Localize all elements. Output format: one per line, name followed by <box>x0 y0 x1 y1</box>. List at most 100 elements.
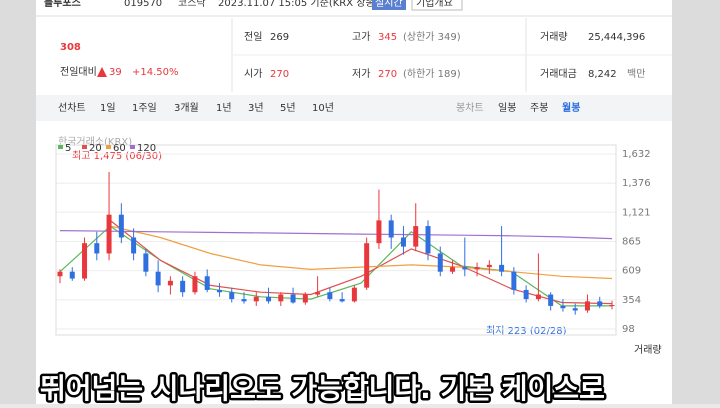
candle-body <box>143 253 149 272</box>
stock-name: 블루포스 <box>44 0 81 9</box>
tab[interactable]: 주봉 <box>530 102 548 114</box>
tab[interactable]: 봉차트 <box>456 102 484 114</box>
candle-body <box>499 264 505 272</box>
tab[interactable]: 월봉 <box>562 102 580 114</box>
candle-body <box>118 214 124 238</box>
candle-body <box>548 294 554 306</box>
candle-body <box>315 292 321 295</box>
candle-body <box>572 308 578 311</box>
volume-label: 거래량 <box>634 344 662 356</box>
stat-label: 고가 <box>352 31 370 43</box>
tab[interactable]: 1일 <box>100 102 116 114</box>
button[interactable] <box>372 0 406 10</box>
legend-label: 20 <box>89 143 102 154</box>
stat-label: 전일 <box>244 31 262 43</box>
candle-body <box>180 280 186 293</box>
candle-body <box>57 271 63 277</box>
tab[interactable]: 10년 <box>312 102 334 114</box>
tab[interactable]: 5년 <box>280 102 296 114</box>
candle-body <box>535 294 541 300</box>
candle-body <box>69 271 75 279</box>
stat-value: 345 <box>378 32 397 43</box>
stat-label: 저가 <box>352 68 370 80</box>
timestamp: 2023.11.07 15:05 기준(KRX 장종) <box>218 0 379 9</box>
tab[interactable]: 3개월 <box>174 102 199 114</box>
stat-value: 270 <box>270 69 289 80</box>
subtitle: 뛰어넘는 시나리오도 가능합니다. 기본 케이스로 <box>40 372 605 404</box>
y-tick-label: 609 <box>622 266 641 277</box>
y-tick-label: 1,376 <box>622 178 651 189</box>
ma-line <box>59 230 613 240</box>
candle-body <box>462 267 468 270</box>
candle-body <box>609 305 615 307</box>
candle-body <box>229 292 235 300</box>
candle-body <box>376 220 382 244</box>
annotation: 최고 1,475 (06/30) <box>72 150 162 162</box>
tab[interactable]: 1주일 <box>132 102 157 114</box>
candle-body <box>253 296 259 302</box>
candle-body <box>584 301 590 311</box>
candle-body <box>266 296 272 302</box>
candle-body <box>192 276 198 293</box>
candle-body <box>302 294 308 303</box>
price: 308 <box>60 42 81 53</box>
candle-body <box>155 271 161 286</box>
y-tick-label: 865 <box>622 236 641 247</box>
candle-body <box>204 276 210 290</box>
candle-body <box>511 271 517 290</box>
stat-value: 25,444,396 <box>588 32 645 43</box>
tab[interactable]: 선차트 <box>58 102 86 114</box>
y-tick-label: 354 <box>622 295 641 306</box>
candle-body <box>450 267 456 272</box>
candle-body <box>106 214 112 254</box>
annotation: 최저 223 (02/28) <box>486 325 567 337</box>
y-tick-label: 1,632 <box>622 149 651 160</box>
candle-body <box>437 253 443 272</box>
candle-body <box>425 226 431 254</box>
stat-note: (상한가 349) <box>403 31 461 43</box>
up-arrow <box>97 67 107 77</box>
candle-body <box>278 294 284 302</box>
tab[interactable]: 3년 <box>248 102 264 114</box>
stock-code: 019570 <box>124 0 162 9</box>
candle-body <box>486 264 492 268</box>
candle-body <box>400 237 406 247</box>
legend-label: 120 <box>137 143 156 154</box>
candle-body <box>560 305 566 309</box>
button-label[interactable]: 실시간 <box>375 0 403 9</box>
tab[interactable]: 1년 <box>216 102 232 114</box>
change: 39 <box>109 67 122 78</box>
tab-bar <box>36 95 672 121</box>
candle-body <box>413 226 419 247</box>
candle-body <box>290 294 296 303</box>
stat-label: 거래대금 <box>540 68 577 80</box>
y-tick-label: 98 <box>622 324 635 335</box>
tab[interactable]: 일봉 <box>498 102 516 114</box>
candle-body <box>327 292 333 300</box>
button[interactable] <box>411 0 463 11</box>
legend-swatch <box>106 145 111 149</box>
legend-label: 60 <box>113 143 126 154</box>
plot-frame <box>55 144 617 336</box>
button-label[interactable]: 기업개요 <box>416 0 453 9</box>
stat-note: 백만 <box>627 68 645 80</box>
card <box>36 0 672 404</box>
ma-line <box>110 225 613 280</box>
candle-body <box>388 220 394 238</box>
stat-note: (하한가 189) <box>403 67 461 80</box>
candle-body <box>94 243 100 254</box>
stat-label: 시가 <box>244 68 262 80</box>
market: 코스닥 <box>178 0 206 9</box>
stat-value: 270 <box>378 69 397 80</box>
stat-value: 8,242 <box>588 69 617 80</box>
legend-swatch <box>58 145 63 149</box>
change-label: 전일대비 <box>60 66 97 78</box>
legend-label: 5 <box>65 143 71 154</box>
stat-label: 거래량 <box>540 31 568 43</box>
candle-body <box>351 287 357 302</box>
candle-body <box>364 243 370 288</box>
candle-body <box>523 289 529 300</box>
candle-body <box>82 243 88 279</box>
candle-body <box>339 299 345 302</box>
